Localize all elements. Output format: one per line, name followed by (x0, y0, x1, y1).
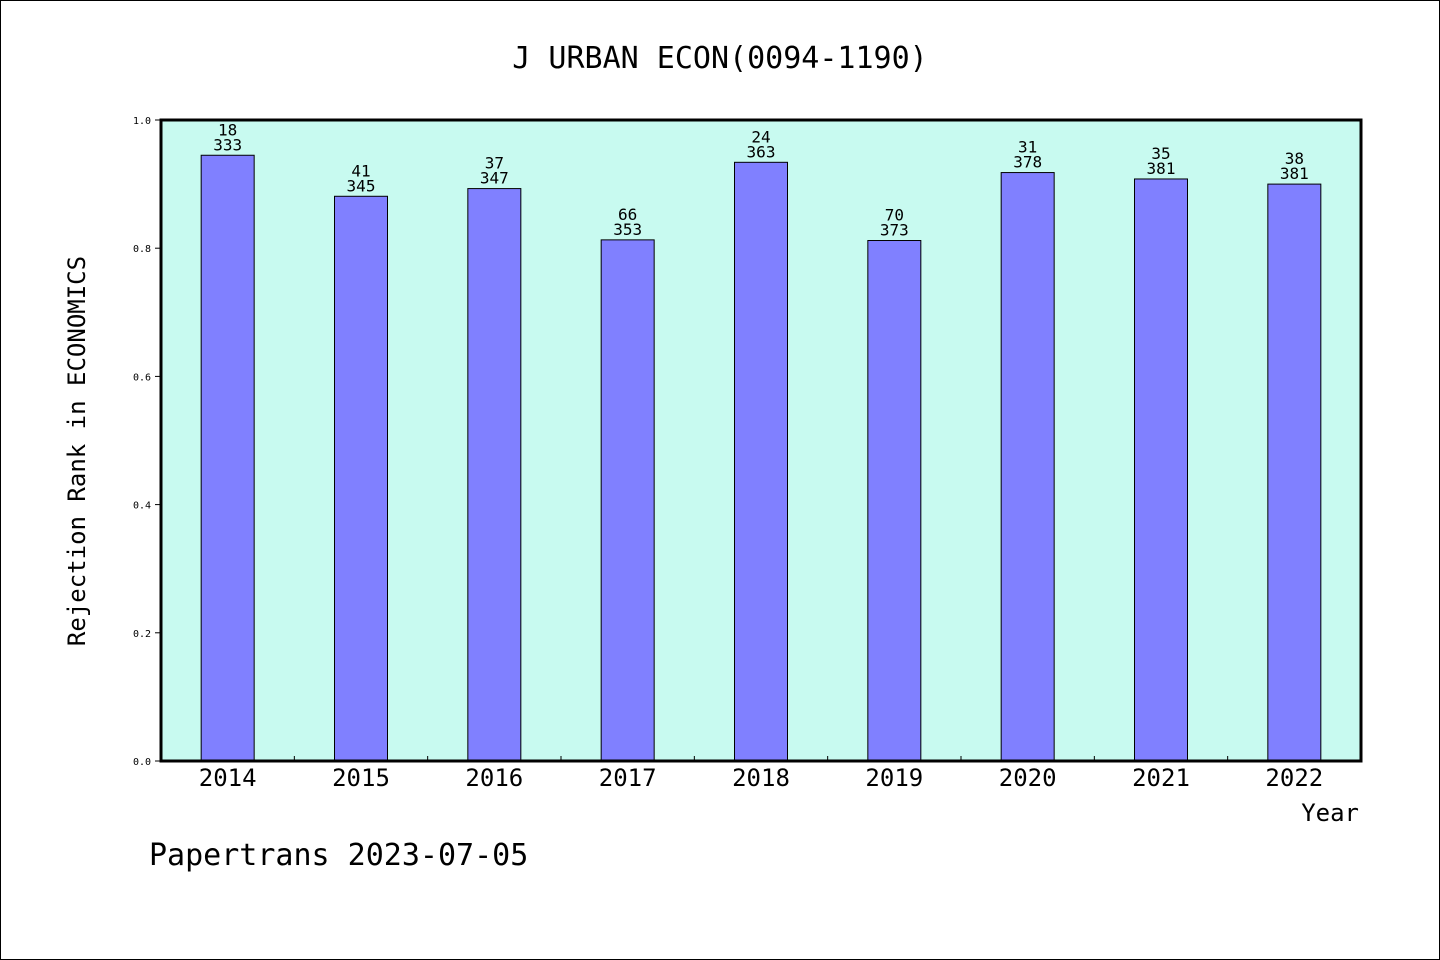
x-tick-label: 2020 (999, 764, 1057, 792)
bar-2018 (734, 161, 788, 762)
bar-total-label: 345 (347, 176, 376, 195)
bar-rank-label: 24 (751, 127, 770, 146)
x-tick-label: 2021 (1132, 764, 1190, 792)
plot-frame (159, 118, 1363, 763)
y-tick-label: 0.2 (133, 629, 151, 640)
bar-rank-label: 31 (1018, 138, 1037, 157)
y-tick-label: 0.4 (133, 501, 151, 512)
x-axis-label: Year (1301, 799, 1359, 827)
bar-rank-label: 70 (885, 206, 904, 225)
bar-2016 (467, 188, 522, 762)
bar-total-label: 333 (213, 135, 242, 154)
x-tick-label: 2014 (199, 764, 257, 792)
bar-total-label: 381 (1280, 164, 1309, 183)
bar-2017 (600, 239, 655, 762)
x-tick-label: 2018 (732, 764, 790, 792)
bar-rank-label: 38 (1285, 149, 1304, 168)
bar-total-label: 347 (480, 169, 509, 188)
y-tick-label: 0.0 (133, 757, 151, 768)
bar-rank-label: 18 (218, 120, 237, 139)
bar-rank-label: 41 (351, 161, 370, 180)
bar-2020 (1000, 172, 1055, 762)
y-tick-label: 0.8 (133, 244, 151, 255)
bar-total-label: 381 (1147, 159, 1176, 178)
bar-total-label: 363 (747, 142, 776, 161)
bar-2022 (1267, 183, 1322, 762)
x-axis-ticks: 2014 2015 2016 2017 2018 2019 2020 2021 2022 (199, 756, 1323, 792)
bar-2019 (867, 240, 922, 762)
y-axis-label: Rejection Rank in ECONOMICS (63, 256, 91, 646)
bar-rank-label: 66 (618, 205, 637, 224)
footer-text: Papertrans 2023-07-05 (149, 838, 528, 873)
bar-total-label: 378 (1013, 153, 1042, 172)
bar-2014 (200, 154, 255, 762)
bar-rank-label: 37 (485, 154, 504, 173)
bar-total-label: 353 (613, 220, 642, 239)
y-axis-ticks: 0.0 0.2 0.4 0.6 0.8 1.0 (133, 116, 161, 768)
x-tick-label: 2015 (332, 764, 390, 792)
bar-2021 (1134, 178, 1188, 762)
y-tick-label: 1.0 (133, 116, 151, 127)
x-tick-label: 2016 (465, 764, 523, 792)
y-tick-label: 0.6 (133, 372, 151, 383)
x-tick-label: 2017 (599, 764, 657, 792)
bar-rank-label: 35 (1151, 144, 1170, 163)
x-tick-label: 2019 (865, 764, 923, 792)
bar-total-label: 373 (880, 221, 909, 240)
x-tick-label: 2022 (1265, 764, 1323, 792)
chart-title: J URBAN ECON(0094-1190) (512, 41, 927, 76)
bar-2015 (334, 195, 388, 762)
